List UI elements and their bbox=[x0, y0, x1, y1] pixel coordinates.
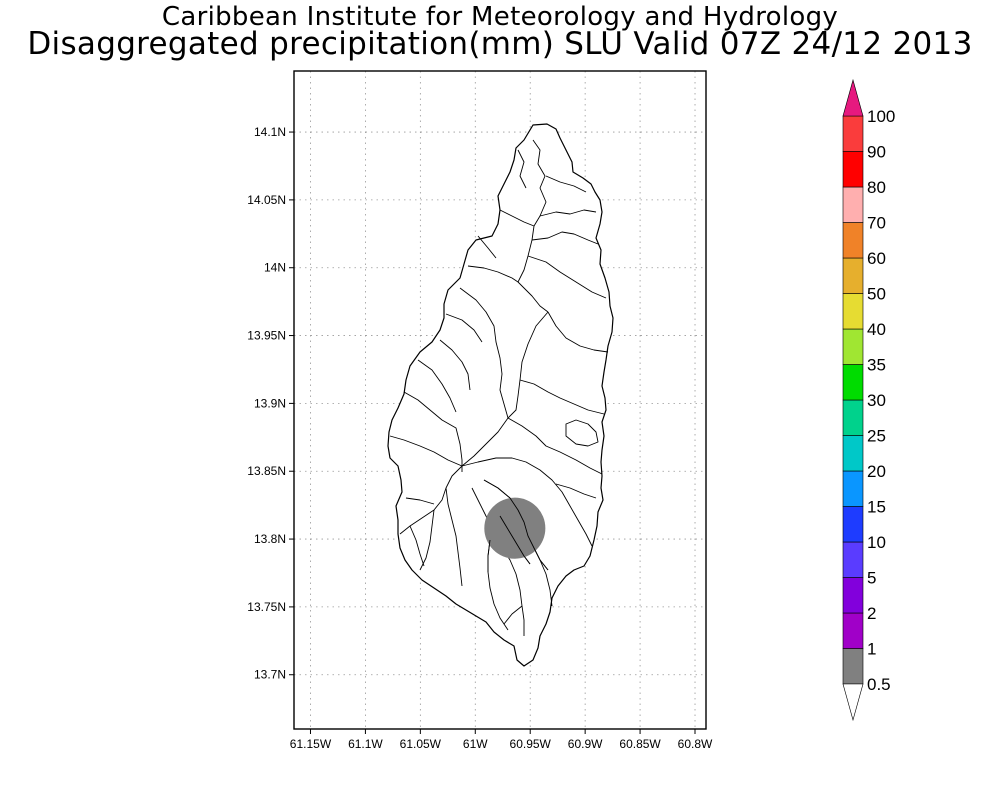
colorbar-segment bbox=[842, 399, 864, 436]
precip-area bbox=[484, 497, 546, 559]
lat-tick-label: 13.75N bbox=[247, 600, 286, 614]
colorbar-label: 100 bbox=[867, 107, 895, 126]
colorbar-low-arrow bbox=[842, 683, 864, 722]
colorbar-segment bbox=[842, 577, 864, 614]
map-subtitle: Disaggregated precipitation(mm) SLU Vali… bbox=[27, 26, 973, 62]
colorbar-label: 35 bbox=[867, 356, 886, 375]
lon-tick-label: 61.05W bbox=[400, 737, 442, 751]
colorbar-label: 20 bbox=[867, 462, 886, 481]
colorbar-label: 80 bbox=[867, 178, 886, 197]
colorbar-segment bbox=[842, 151, 864, 188]
colorbar-segment bbox=[842, 328, 864, 365]
colorbar-label: 5 bbox=[867, 569, 876, 588]
colorbar-segment bbox=[842, 470, 864, 507]
colorbar-label: 0.5 bbox=[867, 675, 891, 694]
lat-tick-label: 14.05N bbox=[247, 193, 286, 207]
lat-tick-label: 13.95N bbox=[247, 329, 286, 343]
colorbar-segment bbox=[842, 506, 864, 543]
lon-tick-label: 61.15W bbox=[290, 737, 332, 751]
colorbar-segment bbox=[842, 541, 864, 578]
lat-tick-label: 13.85N bbox=[247, 464, 286, 478]
colorbar-segment bbox=[842, 293, 864, 330]
lat-tick-label: 13.8N bbox=[254, 532, 286, 546]
lon-tick-label: 60.8W bbox=[678, 737, 713, 751]
colorbar-label: 15 bbox=[867, 498, 886, 517]
colorbar-label: 70 bbox=[867, 214, 886, 233]
map-title: Caribbean Institute for Meteorology and … bbox=[161, 2, 839, 32]
lon-tick-label: 61W bbox=[463, 737, 488, 751]
colorbar-segment bbox=[842, 364, 864, 401]
colorbar-segment bbox=[842, 257, 864, 294]
island-outline bbox=[387, 123, 614, 667]
colorbar-segment bbox=[842, 222, 864, 259]
lon-tick-label: 60.85W bbox=[619, 737, 661, 751]
lon-tick-label: 61.1W bbox=[348, 737, 383, 751]
colorbar-segment bbox=[842, 186, 864, 223]
colorbar-label: 50 bbox=[867, 285, 886, 304]
colorbar-label: 10 bbox=[867, 533, 886, 552]
colorbar-label: 90 bbox=[867, 143, 886, 162]
colorbar-label: 2 bbox=[867, 604, 876, 623]
lat-tick-label: 14N bbox=[264, 261, 286, 275]
colorbar-label: 60 bbox=[867, 249, 886, 268]
lon-tick-label: 60.95W bbox=[510, 737, 552, 751]
colorbar-high-arrow bbox=[842, 78, 864, 117]
lat-tick-label: 13.9N bbox=[254, 396, 286, 410]
colorbar-segment bbox=[842, 115, 864, 152]
colorbar-label: 40 bbox=[867, 320, 886, 339]
colorbar-label: 30 bbox=[867, 391, 886, 410]
lon-tick-label: 60.9W bbox=[568, 737, 603, 751]
lat-tick-label: 13.7N bbox=[254, 668, 286, 682]
watershed-boundaries-overlay bbox=[483, 479, 549, 572]
colorbar-label: 25 bbox=[867, 427, 886, 446]
colorbar-segment bbox=[842, 648, 864, 685]
lat-tick-label: 14.1N bbox=[254, 125, 286, 139]
axis-ticks: 14.1N 14.05N 14N 13.95N 13.9N 13.85N 13.8N 13.7… bbox=[247, 125, 713, 751]
map-frame bbox=[293, 70, 707, 730]
colorbar-label: 1 bbox=[867, 640, 876, 659]
colorbar-segment bbox=[842, 435, 864, 472]
colorbar-segment bbox=[842, 612, 864, 649]
